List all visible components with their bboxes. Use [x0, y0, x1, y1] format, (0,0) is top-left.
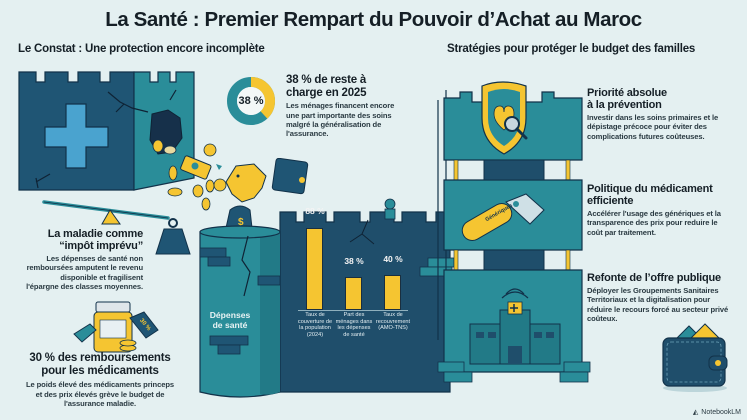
magnifier-icon — [504, 116, 520, 132]
falling-savings-illustration: $ — [201, 158, 309, 229]
notebooklm-watermark: ◭ NotebookLM — [692, 408, 741, 417]
tower-label: Dépenses de santé — [209, 310, 251, 331]
strategy-description: Accélérer l'usage des génériques et la t… — [587, 209, 721, 237]
weight-icon — [155, 228, 191, 255]
wifi-icon — [501, 288, 529, 299]
chart-baseline — [298, 309, 408, 311]
stacked-strategy-tower-illustration — [437, 81, 591, 383]
strategy-prevention: Priorité absolue à la prévention Investi… — [587, 87, 747, 141]
left-section-heading: Le Constat : Une protection encore incom… — [18, 43, 265, 55]
bar-value-label: 40 % — [383, 254, 403, 264]
notebooklm-logo-icon: ◭ — [692, 409, 699, 416]
impot-imprevu-title: La maladie comme “impôt imprévu” — [47, 228, 143, 253]
impot-imprevu-description: Les dépenses de santé non remboursées am… — [26, 254, 143, 291]
reste-a-charge-description: Les ménages financent encore une part im… — [286, 101, 395, 139]
cracked-health-wall-illustration — [18, 71, 227, 198]
piggy-bank-icon — [225, 163, 267, 203]
medicaments-block: 30 % des remboursements pour les médicam… — [0, 352, 200, 408]
wallet-illustration — [662, 323, 728, 392]
medical-cross-icon — [44, 103, 109, 169]
bar-couverture — [306, 228, 323, 310]
strategy-description: Investir dans les soins primaires et le … — [587, 113, 719, 141]
strategy-title: Politique du médicament efficiente — [587, 183, 713, 208]
bar-category-label: Taux de recouvrement (AMO-TNS) — [375, 312, 411, 332]
bar-value-label: 38 % — [344, 256, 364, 266]
money-bag-icon — [225, 205, 253, 229]
donut-chart-reste-a-charge — [227, 77, 275, 125]
person-icon — [384, 198, 396, 210]
generic-pill-icon — [461, 203, 513, 241]
reste-a-charge-title: 38 % de reste à charge en 2025 — [286, 74, 367, 99]
wallet-icon — [271, 158, 309, 195]
strategy-offre-publique: Refonte de l’offre publique Déployer les… — [587, 272, 747, 323]
medicaments-title: 30 % des remboursements pour les médicam… — [29, 352, 171, 377]
bar-recouvrement — [384, 275, 401, 310]
medicaments-description: Le poids élevé des médicaments princeps … — [25, 380, 175, 408]
page-title: La Santé : Premier Rempart du Pouvoir d’… — [105, 8, 642, 31]
bar-chart: 88 % 38 % 40 % Taux de couverture de la … — [298, 206, 410, 360]
donut-value: 38 % — [238, 95, 264, 107]
bar-category-label: Taux de couverture de la population (202… — [297, 312, 333, 339]
strategy-description: Déployer les Groupements Sanitaires Terr… — [587, 286, 729, 323]
medicine-bottle-illustration — [73, 301, 159, 353]
bar-value-label: 88 % — [305, 206, 325, 216]
strategy-title: Refonte de l’offre publique — [587, 272, 721, 284]
seesaw-weight-illustration — [42, 200, 191, 255]
right-section-heading: Stratégies pour protéger le budget des f… — [447, 43, 696, 55]
price-tag-icon — [73, 323, 97, 343]
strategy-title: Priorité absolue à la prévention — [587, 87, 667, 112]
bar-part-menages — [345, 277, 362, 310]
svg-text:$: $ — [238, 217, 244, 228]
bar-category-label: Part des ménages dans les dépenses de sa… — [335, 312, 373, 339]
reste-a-charge-block: 38 % de reste à charge en 2025 Les ménag… — [286, 74, 406, 138]
strategy-medicament: Politique du médicament efficiente Accél… — [587, 183, 747, 237]
price-tag-icon — [129, 311, 159, 339]
impot-imprevu-block: La maladie comme “impôt imprévu” — [40, 228, 143, 252]
